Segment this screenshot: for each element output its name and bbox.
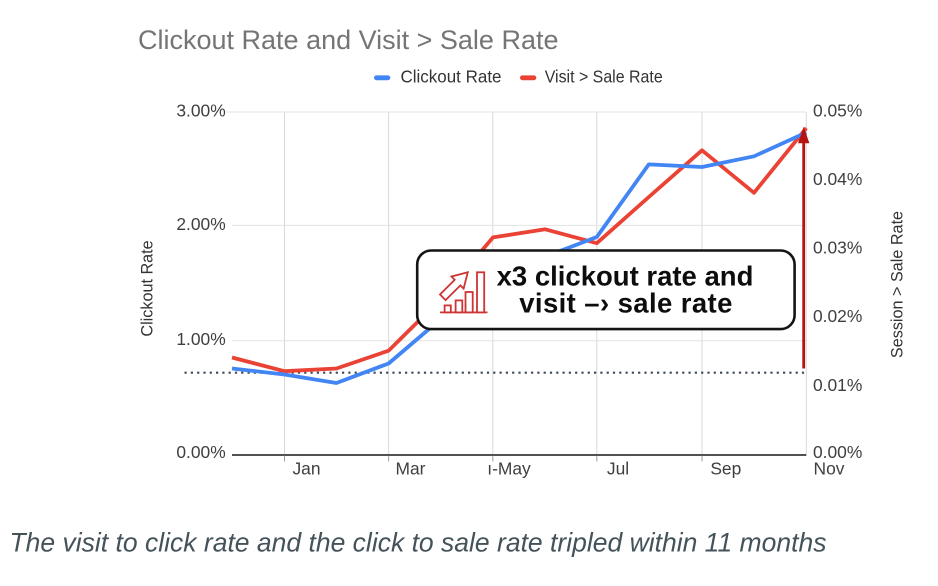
svg-text:Sep: Sep: [710, 459, 741, 479]
svg-text:The visit to click rate and th: The visit to click rate and the click to…: [10, 528, 827, 558]
svg-text:Jan: Jan: [292, 459, 320, 479]
svg-text:Nov: Nov: [814, 459, 845, 479]
svg-text:visit –› sale rate: visit –› sale rate: [519, 288, 733, 319]
svg-text:Clickout Rate and Visit > Sale: Clickout Rate and Visit > Sale Rate: [138, 25, 558, 55]
svg-text:Clickout Rate: Clickout Rate: [401, 67, 502, 87]
svg-text:Clickout Rate: Clickout Rate: [138, 240, 156, 336]
svg-text:Jul: Jul: [607, 459, 629, 479]
svg-text:0.05%: 0.05%: [813, 100, 862, 120]
svg-text:1.00%: 1.00%: [176, 329, 225, 349]
svg-text:Session > Sale Rate: Session > Sale Rate: [888, 211, 906, 358]
svg-text:ı-May: ı-May: [487, 459, 531, 479]
svg-text:2.00%: 2.00%: [176, 214, 225, 234]
svg-text:0.03%: 0.03%: [813, 238, 862, 258]
svg-text:Visit > Sale Rate: Visit > Sale Rate: [545, 67, 663, 87]
svg-text:0.00%: 0.00%: [813, 442, 862, 462]
svg-text:0.00%: 0.00%: [176, 442, 225, 462]
svg-text:Mar: Mar: [396, 459, 426, 479]
svg-text:0.01%: 0.01%: [813, 375, 862, 395]
svg-text:3.00%: 3.00%: [176, 100, 225, 120]
svg-text:0.02%: 0.02%: [813, 306, 862, 326]
svg-text:x3 clickout rate and: x3 clickout rate and: [497, 261, 754, 292]
svg-text:0.04%: 0.04%: [813, 169, 862, 189]
